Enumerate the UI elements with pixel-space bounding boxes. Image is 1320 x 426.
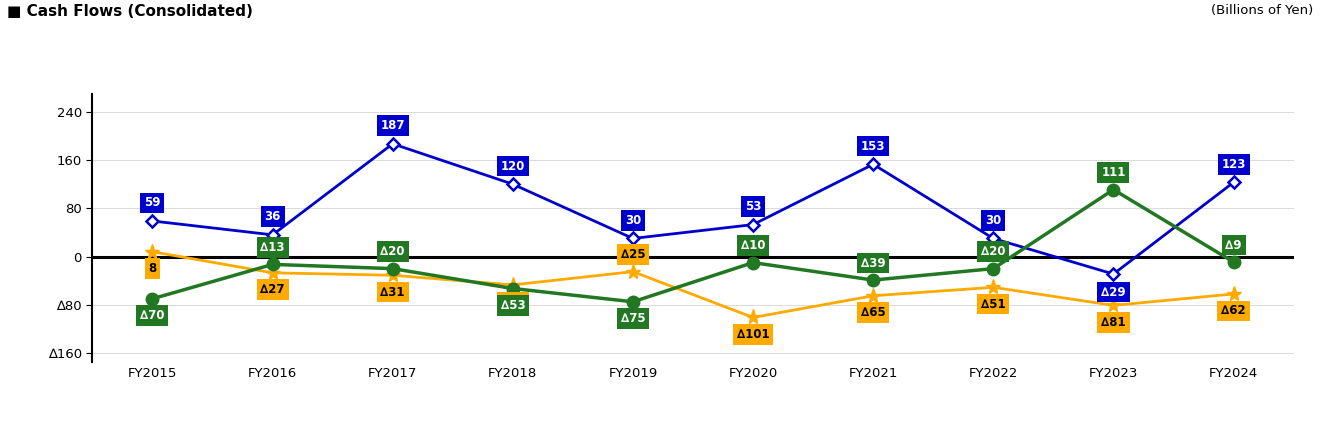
- Text: 187: 187: [380, 119, 405, 132]
- Text: ∆9: ∆9: [1225, 239, 1242, 252]
- Text: 111: 111: [1101, 166, 1126, 179]
- Text: 30: 30: [624, 214, 642, 227]
- Text: ∆62: ∆62: [1221, 304, 1246, 317]
- Text: 123: 123: [1221, 158, 1246, 171]
- Text: ∆13: ∆13: [260, 241, 285, 254]
- Text: ∆10: ∆10: [741, 239, 766, 252]
- Text: 30: 30: [985, 214, 1002, 227]
- Text: ∆53: ∆53: [500, 299, 525, 312]
- Text: ∆31: ∆31: [380, 286, 405, 299]
- Text: ∆27: ∆27: [260, 283, 285, 296]
- Text: 59: 59: [144, 196, 161, 210]
- Text: (Billions of Yen): (Billions of Yen): [1212, 4, 1313, 17]
- Text: 53: 53: [744, 200, 762, 213]
- Text: ∆29: ∆29: [1101, 286, 1126, 299]
- Text: ∆81: ∆81: [1101, 316, 1126, 329]
- Text: ∆47: ∆47: [500, 295, 525, 308]
- Text: ■ Cash Flows (Consolidated): ■ Cash Flows (Consolidated): [7, 4, 252, 19]
- Text: ∆51: ∆51: [981, 298, 1006, 311]
- Text: 36: 36: [264, 210, 281, 223]
- Text: ∆101: ∆101: [737, 328, 770, 341]
- Text: 8: 8: [148, 262, 157, 275]
- Text: ∆65: ∆65: [861, 306, 886, 319]
- Text: ∆39: ∆39: [861, 257, 886, 270]
- Text: ∆25: ∆25: [620, 248, 645, 261]
- Text: ∆20: ∆20: [380, 245, 405, 258]
- Text: ∆75: ∆75: [620, 312, 645, 325]
- Text: 120: 120: [500, 160, 525, 173]
- Text: ∆70: ∆70: [140, 309, 165, 322]
- Text: ∆20: ∆20: [981, 245, 1006, 258]
- Text: 153: 153: [861, 140, 886, 153]
